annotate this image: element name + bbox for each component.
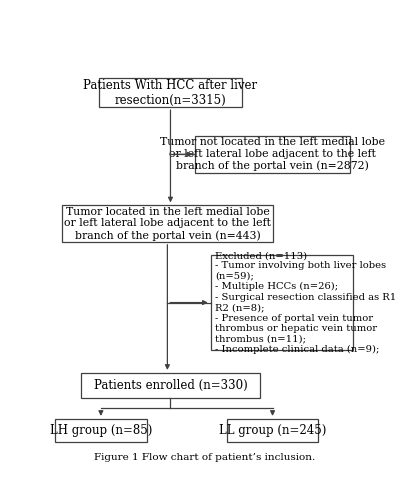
FancyBboxPatch shape [55,419,146,442]
Text: Figure 1 Flow chart of patient’s inclusion.: Figure 1 Flow chart of patient’s inclusi… [94,452,315,462]
Text: LH group (n=85): LH group (n=85) [50,424,152,437]
Text: Excluded (n=113)
- Tumor involving both liver lobes
(n=59);
- Multiple HCCs (n=2: Excluded (n=113) - Tumor involving both … [215,251,399,354]
FancyBboxPatch shape [195,136,350,172]
Text: Tumor not located in the left medial lobe
or left lateral lobe adjacent to the l: Tumor not located in the left medial lob… [160,138,385,172]
Text: Patients enrolled (n=330): Patients enrolled (n=330) [94,379,247,392]
FancyBboxPatch shape [99,78,242,107]
Text: Patients With HCC after liver
resection(n=3315): Patients With HCC after liver resection(… [83,78,257,106]
Text: LL group (n=245): LL group (n=245) [219,424,326,437]
FancyBboxPatch shape [227,419,318,442]
FancyBboxPatch shape [62,206,273,242]
Text: Tumor located in the left medial lobe
or left lateral lobe adjacent to the left
: Tumor located in the left medial lobe or… [64,206,271,240]
FancyBboxPatch shape [211,256,353,350]
FancyBboxPatch shape [81,373,260,398]
